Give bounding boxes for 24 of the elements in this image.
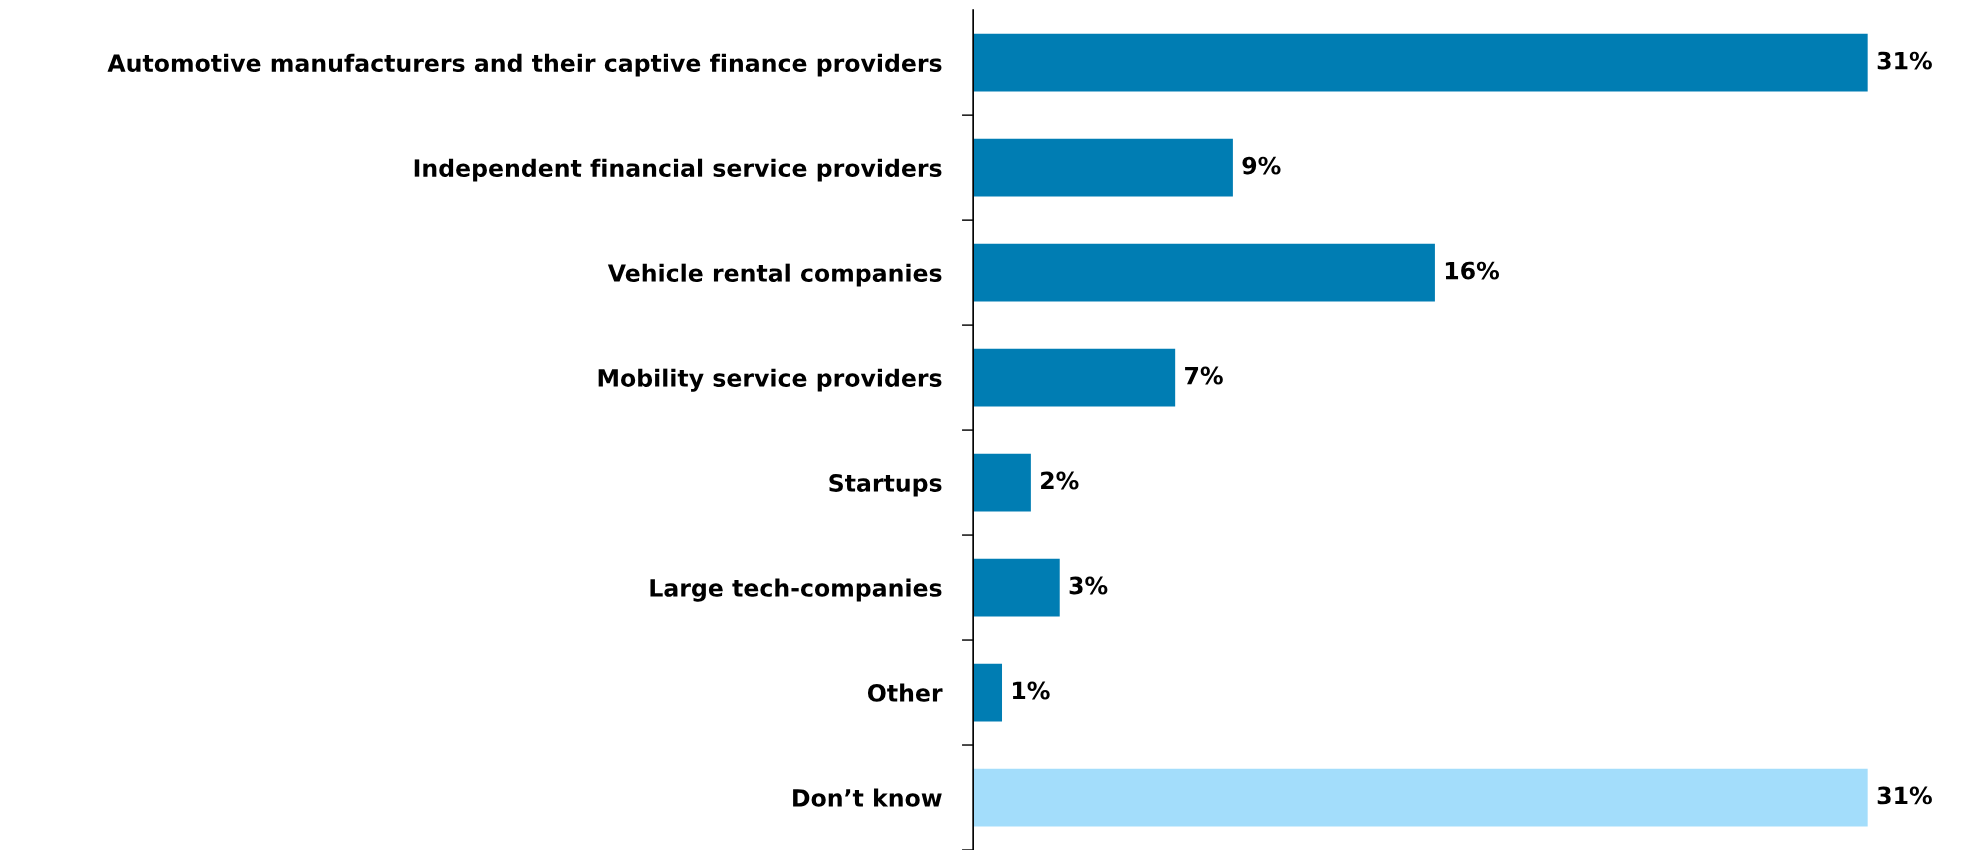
y-tick-label: Independent financial service providers bbox=[414, 158, 942, 182]
data-label: 31% bbox=[1877, 786, 1932, 805]
y-tick-label: Mobility service providers bbox=[598, 368, 942, 392]
y-tick-label: Automotive manufacturers and their captive finance providers bbox=[107, 53, 942, 77]
bar bbox=[973, 663, 1003, 722]
y-tick-label: Large tech-companies bbox=[650, 578, 942, 602]
y-tick-label: Other bbox=[867, 683, 943, 702]
data-label: 2% bbox=[1041, 471, 1079, 490]
y-tick-label: Vehicle rental companies bbox=[607, 263, 942, 287]
bar bbox=[973, 33, 1868, 92]
data-label: 1% bbox=[1013, 681, 1050, 700]
data-label: 9% bbox=[1242, 156, 1281, 175]
bar bbox=[973, 348, 1176, 407]
bar bbox=[973, 768, 1868, 827]
bar bbox=[973, 558, 1060, 617]
bar bbox=[973, 243, 1435, 302]
y-tick-label: Don’t know bbox=[793, 788, 942, 807]
bar bbox=[973, 453, 1031, 512]
data-label: 31% bbox=[1877, 51, 1932, 70]
data-label: 3% bbox=[1069, 576, 1108, 595]
y-tick-label: Startups bbox=[829, 474, 942, 497]
data-label: 7% bbox=[1185, 366, 1223, 385]
data-label: 16% bbox=[1445, 261, 1500, 280]
bar bbox=[973, 138, 1233, 197]
